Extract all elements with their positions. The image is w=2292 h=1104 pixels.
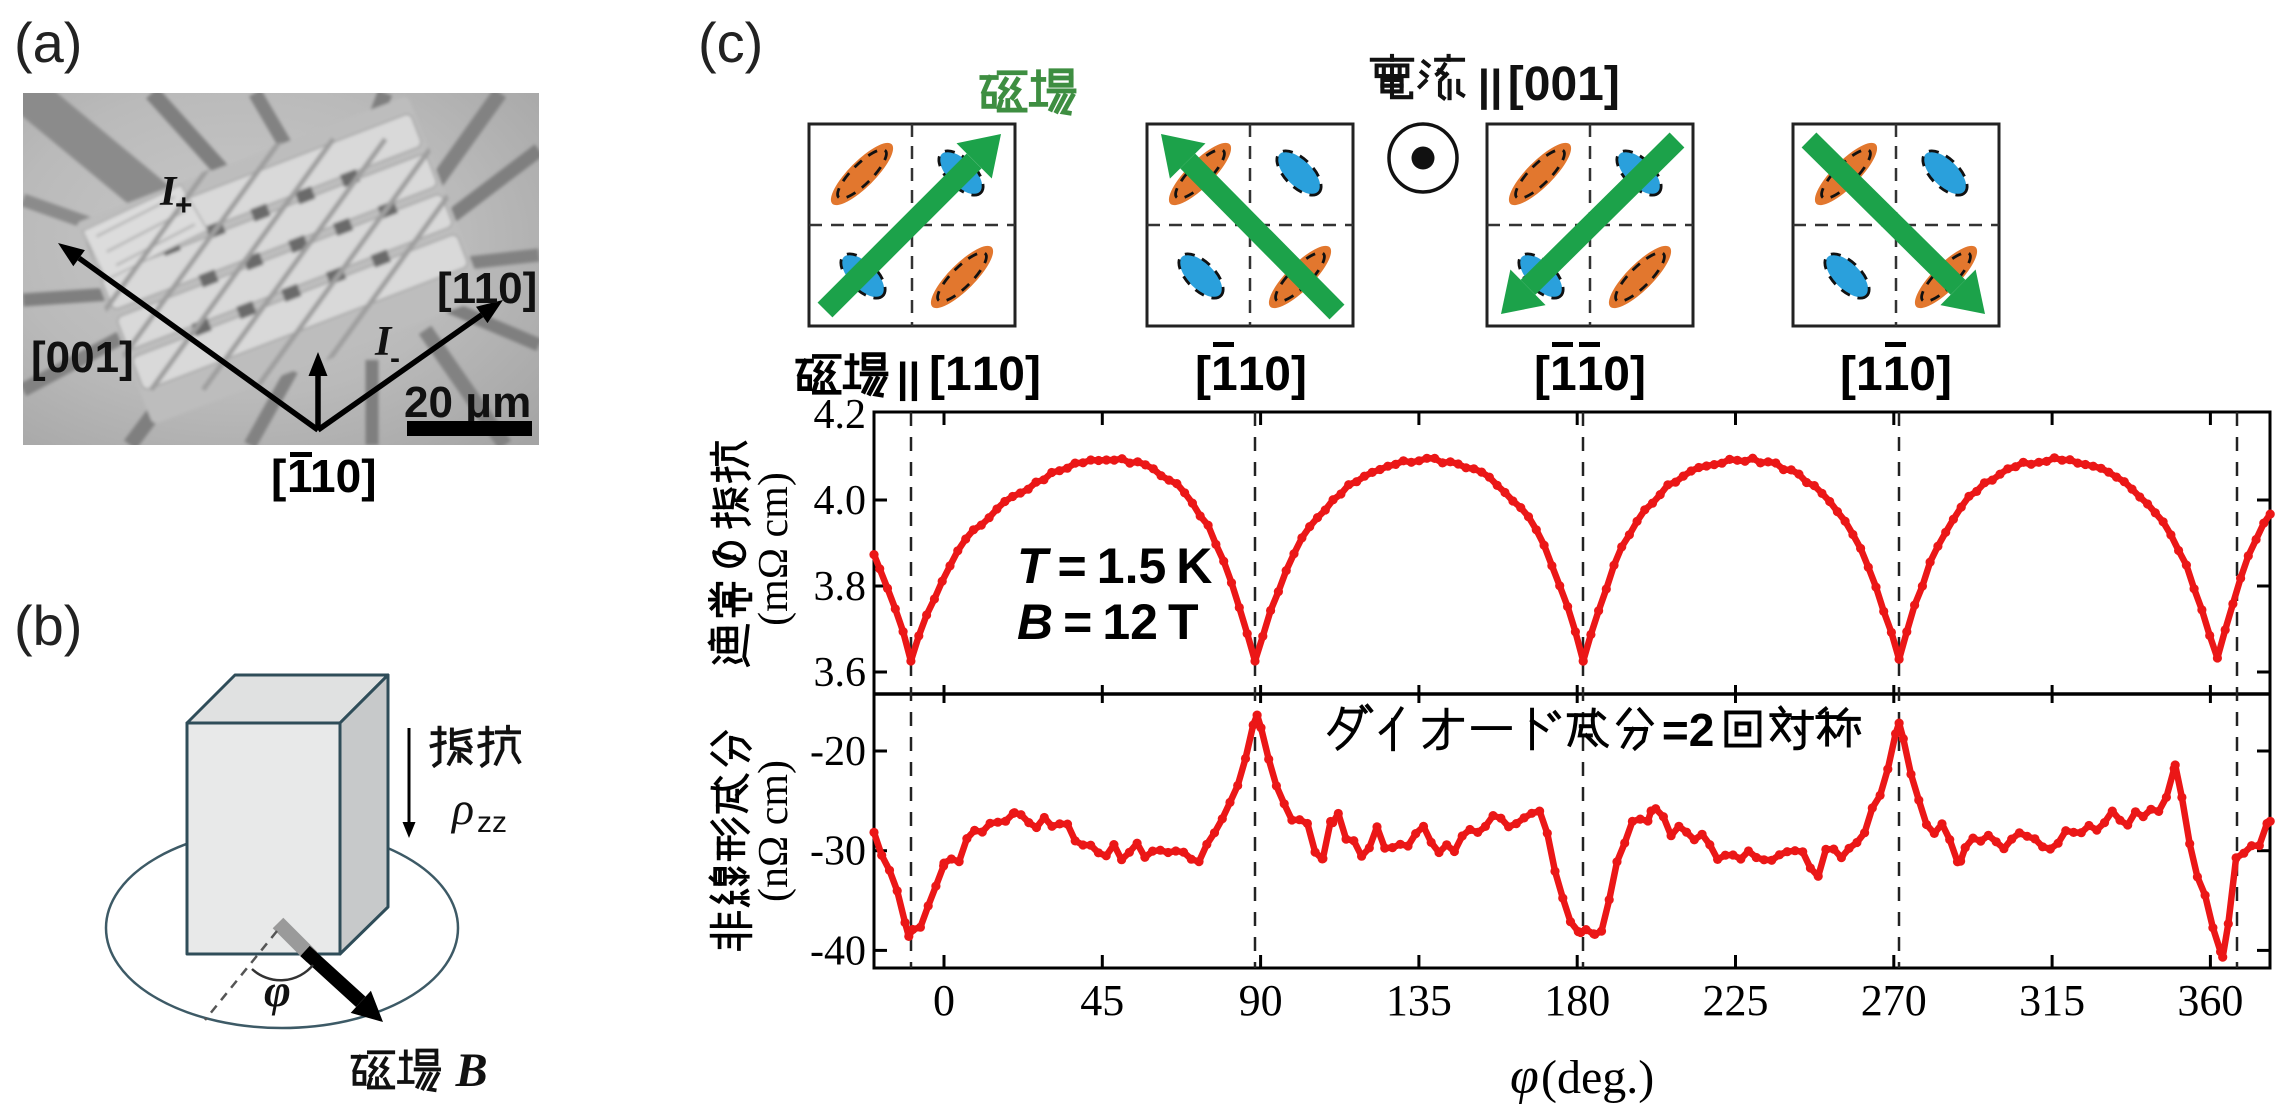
svg-text:=2: =2 xyxy=(1662,704,1714,756)
svg-text:I: I xyxy=(374,319,393,365)
svg-text:20 μm: 20 μm xyxy=(404,378,531,427)
svg-text:]: ] xyxy=(1291,348,1307,401)
svg-text:1: 1 xyxy=(1577,348,1604,401)
svg-text:315: 315 xyxy=(2019,976,2085,1025)
svg-text:1: 1 xyxy=(1238,348,1265,401)
svg-text:0: 0 xyxy=(1264,348,1291,401)
svg-text:[: [ xyxy=(1840,348,1856,401)
svg-text:3.6: 3.6 xyxy=(814,650,867,696)
svg-text:(deg.): (deg.) xyxy=(1541,1051,1654,1104)
svg-text:I: I xyxy=(159,169,178,215)
svg-text:T = 1.5 K: T = 1.5 K xyxy=(1017,538,1212,594)
svg-text:(c): (c) xyxy=(698,11,763,74)
svg-text:(mΩ cm): (mΩ cm) xyxy=(751,472,797,626)
svg-text:ρ: ρ xyxy=(450,783,474,834)
svg-text:270: 270 xyxy=(1861,976,1927,1025)
svg-text:1: 1 xyxy=(1211,348,1238,401)
svg-text:[001]: [001] xyxy=(31,333,134,382)
svg-text:-40: -40 xyxy=(810,928,866,974)
svg-text:1: 1 xyxy=(1883,348,1910,401)
svg-text:1: 1 xyxy=(1856,348,1883,401)
svg-text:φ: φ xyxy=(264,965,291,1016)
svg-text:3.8: 3.8 xyxy=(814,564,867,610)
svg-text:]: ] xyxy=(1025,348,1041,401)
svg-text:zz: zz xyxy=(477,806,507,839)
svg-text:135: 135 xyxy=(1386,976,1452,1025)
svg-text:1: 1 xyxy=(972,348,999,401)
svg-text:360: 360 xyxy=(2177,976,2243,1025)
svg-text:180: 180 xyxy=(1544,976,1610,1025)
svg-text:4.0: 4.0 xyxy=(814,478,867,524)
svg-text:-20: -20 xyxy=(810,729,866,775)
svg-text:0: 0 xyxy=(1909,348,1936,401)
svg-text:[001]: [001] xyxy=(1508,58,1620,111)
svg-text:B = 12 T: B = 12 T xyxy=(1017,594,1199,650)
svg-text:(nΩ cm): (nΩ cm) xyxy=(751,760,797,902)
svg-text:||: || xyxy=(897,354,921,402)
svg-text:4.2: 4.2 xyxy=(814,392,867,438)
svg-text:1: 1 xyxy=(1550,348,1577,401)
svg-text:[110]: [110] xyxy=(437,264,537,313)
svg-text:110]: 110] xyxy=(287,450,377,502)
svg-text:+: + xyxy=(175,189,193,222)
svg-text:||: || xyxy=(1478,61,1503,111)
svg-text:1: 1 xyxy=(945,348,972,401)
svg-text:[: [ xyxy=(1534,348,1550,401)
svg-text:[: [ xyxy=(1195,348,1211,401)
svg-text:225: 225 xyxy=(1703,976,1769,1025)
svg-text:(a): (a) xyxy=(14,11,82,74)
svg-text:(b): (b) xyxy=(14,594,82,657)
svg-text:-: - xyxy=(390,342,400,375)
svg-text:[: [ xyxy=(929,348,945,401)
svg-text:45: 45 xyxy=(1080,976,1124,1025)
svg-text:]: ] xyxy=(1936,348,1952,401)
svg-text:0: 0 xyxy=(998,348,1025,401)
svg-text:-30: -30 xyxy=(810,829,866,875)
svg-text:B: B xyxy=(455,1044,488,1097)
svg-text:[: [ xyxy=(271,450,286,502)
svg-text:]: ] xyxy=(1630,348,1646,401)
svg-text:φ: φ xyxy=(1510,1048,1539,1104)
svg-text:90: 90 xyxy=(1239,976,1283,1025)
svg-text:0: 0 xyxy=(1603,348,1630,401)
svg-text:0: 0 xyxy=(933,976,955,1025)
